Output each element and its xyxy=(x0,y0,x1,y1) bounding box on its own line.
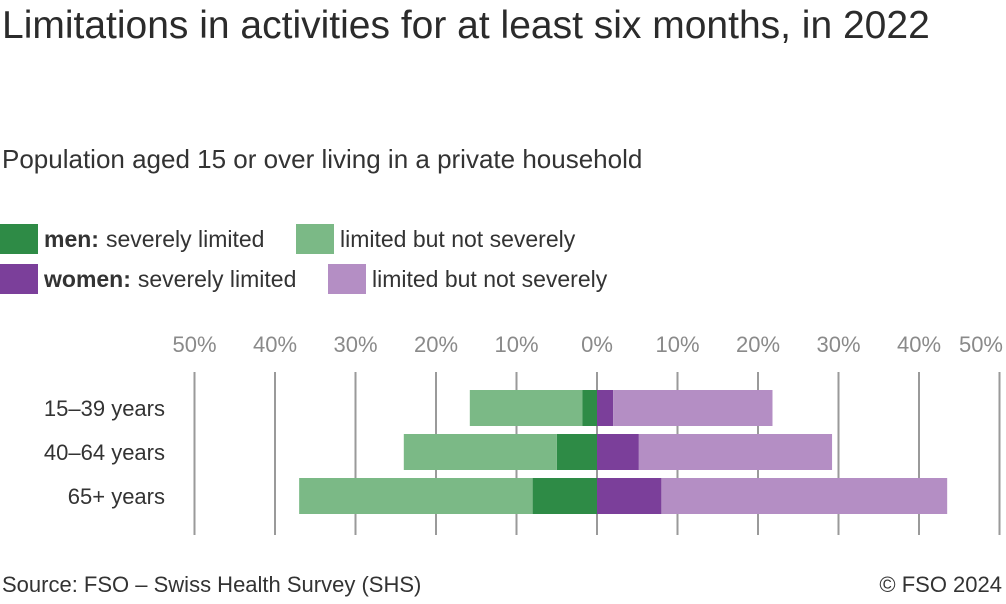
women-severe-bar xyxy=(597,478,662,514)
chart-subtitle: Population aged 15 or over living in a p… xyxy=(2,144,643,174)
chart-title: Limitations in activities for at least s… xyxy=(2,4,930,47)
diverging-bar-chart: 50% 40% 30% 20% 10% 0% 10% 20% 30% 40% 50% 15–39 ye… xyxy=(44,332,1003,535)
legend-women-prefix: women: xyxy=(44,265,131,292)
men-limited-bar xyxy=(403,434,557,470)
x-tick-label: 50% xyxy=(959,332,1003,357)
men-severe-bar xyxy=(556,434,597,470)
category-label: 65+ years xyxy=(68,484,165,509)
source-note: Source: FSO – Swiss Health Survey (SHS) xyxy=(2,572,422,597)
x-tick-label: 30% xyxy=(333,332,377,357)
legend-swatch-men-limited xyxy=(296,224,334,254)
women-limited-bar xyxy=(638,434,833,470)
men-limited-bar xyxy=(469,390,583,426)
legend-swatch-women-limited xyxy=(328,264,366,294)
category-label: 15–39 years xyxy=(44,396,165,421)
x-tick-label: 20% xyxy=(736,332,780,357)
legend-men-severe: men: severely limited xyxy=(0,224,264,254)
legend-women-limited-label: limited but not severely xyxy=(372,265,608,292)
men-limited-bar xyxy=(299,478,533,514)
women-limited-bar xyxy=(613,390,773,426)
copyright-note: © FSO 2024 xyxy=(879,572,1002,597)
x-tick-label: 0% xyxy=(581,332,613,357)
x-tick-label: 20% xyxy=(414,332,458,357)
x-tick-label: 50% xyxy=(172,332,216,357)
legend-men-limited: limited but not severely xyxy=(296,224,575,254)
legend-men-prefix: men: xyxy=(44,225,99,252)
x-tick-label: 40% xyxy=(253,332,297,357)
legend-swatch-women-severe xyxy=(0,264,38,294)
men-severe-bar xyxy=(582,390,597,426)
women-severe-bar xyxy=(597,434,639,470)
category-label: 40–64 years xyxy=(44,440,165,465)
legend-women-severe: women: severely limited xyxy=(0,264,296,294)
women-limited-bar xyxy=(661,478,948,514)
x-tick-label: 40% xyxy=(897,332,941,357)
legend-swatch-men-severe xyxy=(0,224,38,254)
x-tick-label: 10% xyxy=(494,332,538,357)
women-severe-bar xyxy=(597,390,614,426)
x-tick-label: 30% xyxy=(816,332,860,357)
men-severe-bar xyxy=(532,478,597,514)
legend-men-severe-label: severely limited xyxy=(105,225,265,252)
legend-women-severe-label: severely limited xyxy=(137,265,297,292)
x-tick-label: 10% xyxy=(655,332,699,357)
legend-women-limited: limited but not severely xyxy=(328,264,607,294)
legend-men-limited-label: limited but not severely xyxy=(340,225,576,252)
